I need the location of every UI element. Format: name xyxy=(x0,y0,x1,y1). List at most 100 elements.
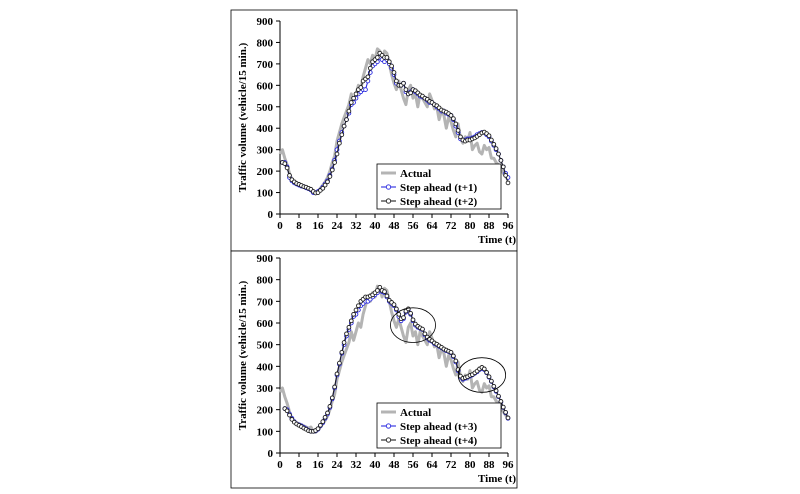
data-point xyxy=(327,174,333,179)
data-point xyxy=(455,128,461,133)
data-point xyxy=(320,419,326,424)
data-point xyxy=(453,121,459,127)
data-point xyxy=(337,140,342,146)
data-point xyxy=(491,383,497,389)
data-point xyxy=(339,132,345,138)
legend-item: Step ahead (t+2) xyxy=(381,196,477,208)
x-tick-label: 8 xyxy=(296,220,302,232)
panel-bottom-frame xyxy=(230,250,518,489)
y-tick-label: 900 xyxy=(257,253,274,265)
data-point xyxy=(408,310,413,316)
data-point xyxy=(486,133,492,139)
y-tick-label: 0 xyxy=(268,448,274,460)
y-tick-label: 700 xyxy=(257,59,274,71)
data-point xyxy=(365,74,371,80)
legend: Actual Step ahead (t+3) Step ahead (t+4) xyxy=(376,402,502,449)
data-point xyxy=(484,370,489,375)
data-point xyxy=(384,55,390,60)
y-tick-label: 0 xyxy=(268,209,274,221)
data-point xyxy=(382,289,387,294)
data-point xyxy=(337,360,342,366)
y-tick-label: 800 xyxy=(257,275,274,287)
x-tick-label: 24 xyxy=(332,220,344,232)
data-point xyxy=(287,173,292,178)
legend-item: Step ahead (t+1) xyxy=(381,182,477,194)
data-point xyxy=(289,417,295,422)
x-tick-label: 40 xyxy=(370,220,382,232)
data-point xyxy=(377,284,383,290)
y-tick-label: 100 xyxy=(257,426,274,438)
data-point xyxy=(344,331,349,337)
legend-item: Actual xyxy=(381,168,431,180)
data-point xyxy=(329,167,335,173)
data-point xyxy=(351,95,356,101)
data-point xyxy=(391,302,397,307)
x-tick-label: 48 xyxy=(389,459,401,471)
data-point xyxy=(405,306,411,312)
data-point xyxy=(401,315,406,320)
data-point xyxy=(422,331,428,337)
y-tick-label: 900 xyxy=(257,16,274,28)
data-point xyxy=(346,324,352,330)
legend-label: Step ahead (t+4) xyxy=(400,435,477,447)
data-point xyxy=(489,137,494,143)
data-point xyxy=(284,165,290,171)
legend-item: Actual xyxy=(381,407,431,419)
data-point xyxy=(348,318,354,324)
y-tick-label: 200 xyxy=(257,166,274,178)
x-tick-label: 64 xyxy=(427,220,439,232)
data-point xyxy=(491,141,497,147)
data-point xyxy=(486,374,492,380)
data-point xyxy=(505,415,511,421)
x-tick-label: 24 xyxy=(332,459,344,471)
legend: Actual Step ahead (t+1) Step ahead (t+2) xyxy=(376,163,502,210)
legend-label: Step ahead (t+3) xyxy=(400,421,477,433)
y-tick-label: 500 xyxy=(257,102,274,114)
x-tick-label: 88 xyxy=(484,459,496,471)
data-point xyxy=(327,404,333,409)
x-tick-label: 32 xyxy=(351,459,363,471)
data-point xyxy=(489,378,494,384)
y-axis-label: Traffic volume (vehicle/15 min.) xyxy=(237,280,249,430)
chart-top: 0 100 200 300 400 500 600 700 800 900 0 8 16 24 32 40 48… xyxy=(237,16,516,246)
data-point xyxy=(341,123,347,129)
x-tick-label: 56 xyxy=(408,459,420,471)
data-point xyxy=(341,340,347,345)
x-axis-label: Time (t) xyxy=(478,234,516,246)
data-point xyxy=(396,311,402,317)
data-point xyxy=(322,414,328,420)
data-point xyxy=(394,306,399,312)
data-point xyxy=(458,134,463,140)
series-t2 xyxy=(280,50,511,196)
data-point xyxy=(282,161,288,166)
data-point xyxy=(339,349,345,355)
data-point xyxy=(389,63,394,69)
y-tick-label: 600 xyxy=(257,318,274,330)
x-tick-label: 16 xyxy=(313,459,325,471)
data-point xyxy=(322,182,328,188)
data-point xyxy=(356,303,361,309)
chart-bottom: 0 100 200 300 400 500 600 700 800 900 0 8 16 24 32 40 48… xyxy=(237,253,516,485)
data-point xyxy=(394,78,399,84)
x-tick-label: 56 xyxy=(408,220,420,232)
data-point xyxy=(329,395,335,401)
x-tick-label: 32 xyxy=(351,220,363,232)
data-point xyxy=(334,151,340,157)
x-tick-label: 8 xyxy=(296,459,302,471)
x-tick-label: 88 xyxy=(484,220,496,232)
x-tick-label: 48 xyxy=(389,220,401,232)
data-point xyxy=(346,108,352,114)
data-point xyxy=(448,113,454,118)
legend-swatch-marker xyxy=(385,437,392,443)
data-point xyxy=(500,164,506,170)
data-point xyxy=(358,85,364,90)
data-point xyxy=(451,353,456,359)
data-point xyxy=(500,404,506,410)
annotation-circle xyxy=(390,307,436,343)
data-point xyxy=(503,173,508,178)
data-point xyxy=(408,90,413,96)
data-point xyxy=(375,55,380,60)
x-tick-label: 80 xyxy=(465,459,477,471)
data-point xyxy=(493,146,499,151)
